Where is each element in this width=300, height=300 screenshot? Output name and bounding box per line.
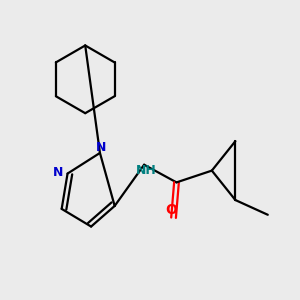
Text: NH: NH <box>136 164 157 177</box>
Text: N: N <box>96 141 106 154</box>
Text: N: N <box>53 166 63 178</box>
Text: O: O <box>165 203 177 218</box>
